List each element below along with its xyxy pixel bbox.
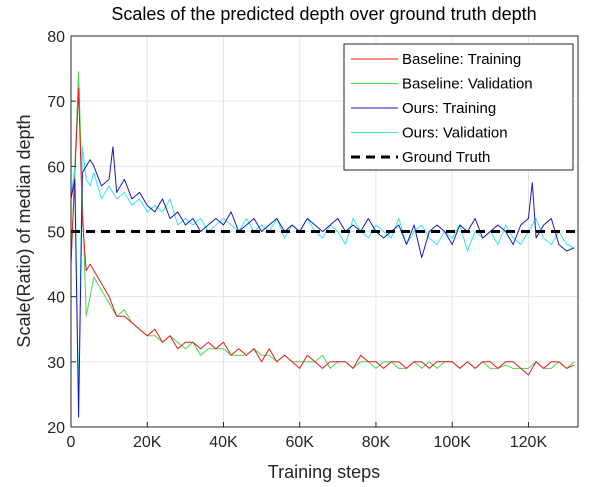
axis-ticks: 0 20K 40K 60K 80K 100K 120K 20 30 40 50 60 70 80 xyxy=(47,29,547,451)
y-axis-title: Scale(Ratio) of median depth xyxy=(14,114,34,347)
legend-label-ground-truth: Ground Truth xyxy=(402,149,490,166)
legend: Baseline: Training Baseline: Validation Ou… xyxy=(343,43,574,171)
y-tick-label: 40 xyxy=(47,290,65,307)
x-axis-title: Training steps xyxy=(268,462,380,482)
x-tick-label: 100K xyxy=(434,434,472,451)
x-tick-label: 20K xyxy=(133,434,162,451)
series-line-ours-training xyxy=(70,146,575,418)
x-tick-label: 80K xyxy=(362,434,391,451)
series-line-ours-validation xyxy=(70,146,575,402)
x-tick-label: 60K xyxy=(285,434,314,451)
legend-label-ours-validation: Ours: Validation xyxy=(402,125,508,142)
x-tick-label: 0 xyxy=(67,434,76,451)
legend-label-ours-training: Ours: Training xyxy=(402,100,496,117)
x-tick-label: 40K xyxy=(209,434,238,451)
plot-series xyxy=(70,71,578,418)
y-tick-label: 70 xyxy=(47,94,65,111)
chart-title: Scales of the predicted depth over groun… xyxy=(111,4,536,24)
x-tick-label: 120K xyxy=(510,434,548,451)
y-tick-label: 30 xyxy=(47,355,65,372)
legend-box xyxy=(343,43,574,171)
legend-label-baseline-validation: Baseline: Validation xyxy=(402,76,533,93)
y-tick-label: 20 xyxy=(47,420,65,437)
legend-label-baseline-training: Baseline: Training xyxy=(402,51,521,68)
y-tick-label: 60 xyxy=(47,159,65,176)
y-tick-label: 50 xyxy=(47,225,65,242)
series-line-baseline-training xyxy=(70,87,575,376)
y-tick-label: 80 xyxy=(47,29,65,46)
